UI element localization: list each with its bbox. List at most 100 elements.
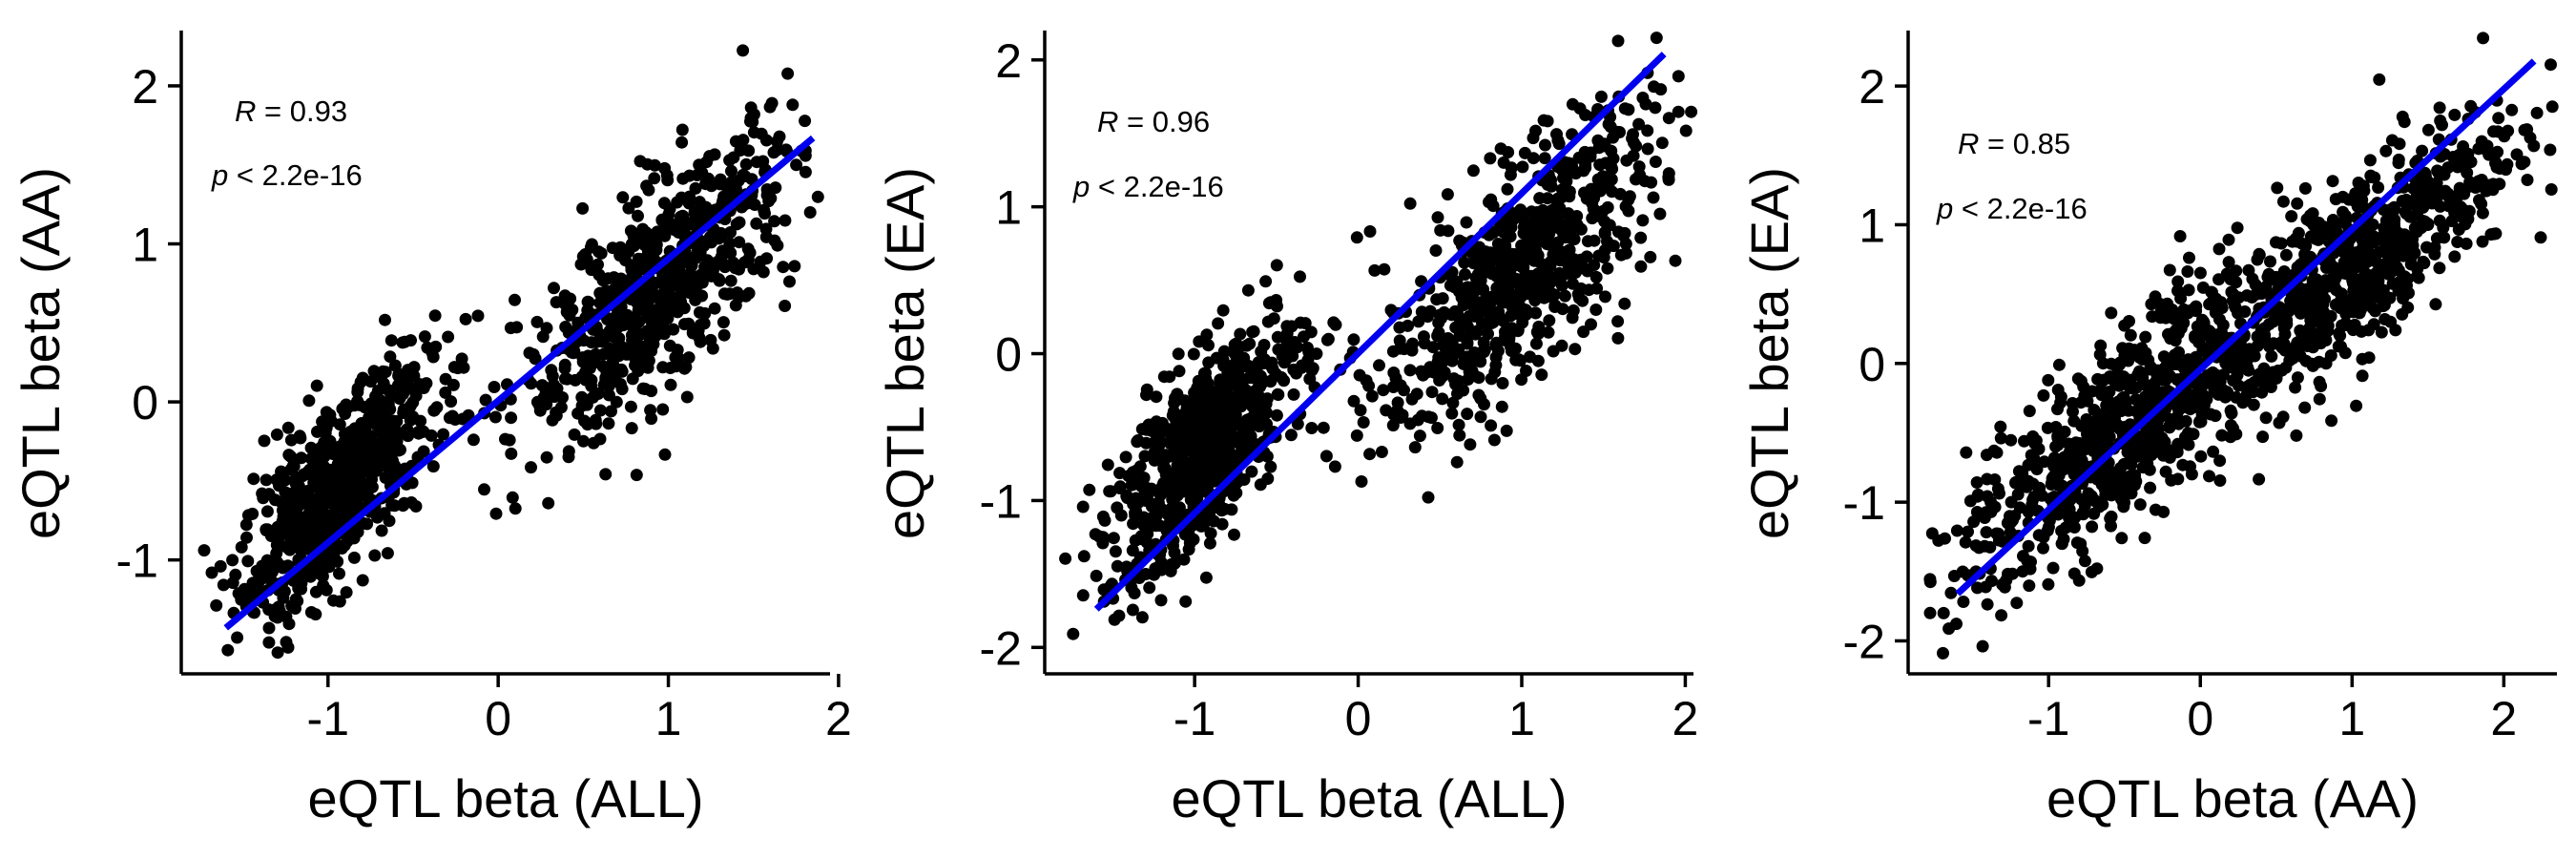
data-point — [1923, 606, 1937, 619]
r-value: = 0.85 — [1979, 127, 2070, 160]
data-point — [641, 295, 654, 308]
data-point — [686, 325, 699, 339]
data-point — [2545, 183, 2558, 196]
data-point — [1417, 368, 1429, 382]
data-point — [1417, 330, 1430, 344]
data-point — [2315, 380, 2328, 392]
data-point — [562, 450, 575, 464]
data-point — [1152, 435, 1164, 449]
data-point — [1135, 611, 1149, 624]
data-point — [690, 216, 702, 229]
data-point — [2264, 273, 2277, 286]
data-point — [632, 209, 644, 222]
data-point — [1143, 581, 1156, 595]
data-point — [1981, 597, 1994, 611]
data-point — [359, 419, 372, 432]
data-point — [661, 174, 675, 187]
data-point — [289, 525, 302, 538]
data-point — [1474, 355, 1487, 368]
data-point — [256, 487, 269, 500]
data-point — [506, 491, 519, 504]
data-point — [2183, 251, 2195, 264]
data-point — [1638, 175, 1652, 188]
data-point — [1504, 168, 1517, 181]
data-point — [1166, 492, 1179, 506]
data-point — [2510, 148, 2524, 161]
data-point — [2005, 495, 2018, 509]
data-point — [2398, 115, 2411, 129]
data-point — [1403, 364, 1417, 377]
data-point — [1679, 124, 1693, 137]
data-point — [488, 381, 501, 393]
data-point — [2172, 404, 2186, 417]
data-point — [679, 269, 693, 283]
data-point — [1445, 265, 1459, 279]
data-point — [1432, 326, 1445, 339]
data-point — [662, 265, 675, 279]
data-point — [1159, 468, 1173, 481]
data-point — [530, 315, 544, 328]
data-point — [630, 469, 643, 482]
r-value: = 0.93 — [256, 94, 347, 128]
data-point — [445, 395, 458, 409]
data-point — [1513, 277, 1527, 290]
data-point — [1596, 170, 1610, 183]
p-symbol: p — [1072, 170, 1090, 203]
data-point — [2421, 219, 2435, 231]
data-point — [578, 369, 592, 383]
data-point — [605, 405, 617, 418]
data-point — [1613, 187, 1627, 200]
data-point — [2112, 379, 2126, 392]
data-point — [731, 286, 744, 300]
data-point — [733, 236, 746, 249]
data-point — [2452, 223, 2465, 236]
y-tick-label: 1 — [995, 181, 1022, 235]
data-point — [231, 631, 244, 644]
data-point — [379, 313, 391, 326]
y-axis-label: eQTL beta (AA) — [10, 167, 71, 539]
data-point — [2366, 302, 2379, 315]
data-point — [1451, 388, 1464, 400]
y-tick-label: 1 — [132, 219, 158, 272]
data-point — [2307, 301, 2320, 314]
data-point — [2379, 229, 2392, 242]
data-point — [428, 341, 442, 354]
data-point — [1524, 350, 1536, 364]
data-point — [2245, 291, 2258, 304]
data-point — [1505, 275, 1517, 288]
data-point — [407, 361, 421, 374]
data-point — [1628, 136, 1640, 150]
data-point — [367, 407, 381, 420]
data-point — [1245, 465, 1258, 478]
data-point — [235, 540, 248, 554]
data-point — [1520, 365, 1532, 377]
data-point — [229, 568, 242, 581]
data-point — [1211, 469, 1224, 482]
data-point — [2049, 453, 2063, 467]
data-point — [2378, 299, 2391, 312]
data-point — [2348, 294, 2361, 307]
data-point — [675, 123, 689, 136]
data-point — [1441, 351, 1454, 365]
data-point — [2046, 561, 2060, 575]
data-point — [2032, 484, 2046, 497]
data-point — [2086, 520, 2099, 534]
data-point — [197, 544, 211, 557]
data-point — [1541, 267, 1554, 281]
data-point — [405, 334, 417, 347]
data-point — [1159, 449, 1173, 462]
data-point — [1436, 292, 1449, 305]
data-point — [2106, 402, 2118, 415]
data-point — [790, 158, 803, 172]
data-point — [788, 260, 801, 273]
data-point — [676, 172, 690, 185]
data-point — [309, 608, 322, 621]
data-point — [578, 414, 591, 428]
y-ticks: -2 -1 0 1 2 — [1843, 60, 1908, 668]
y-tick-label: -1 — [980, 474, 1022, 528]
data-point — [381, 547, 394, 560]
data-point — [280, 610, 293, 623]
data-point — [2461, 166, 2474, 179]
data-point — [291, 595, 304, 608]
data-point — [633, 339, 646, 352]
